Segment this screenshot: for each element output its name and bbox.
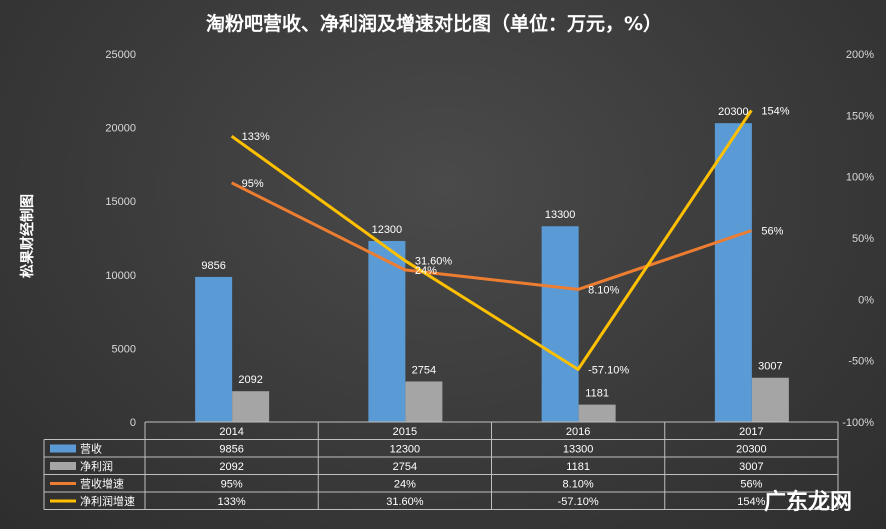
bar-data-label: 20300 xyxy=(718,106,749,118)
series-line xyxy=(230,181,752,291)
y-tick-label: 10000 xyxy=(105,270,136,282)
y-axis-label: 松果财经制图 xyxy=(19,194,36,278)
legend-label: 营收 xyxy=(80,442,102,456)
y2-tick-label: 50% xyxy=(852,233,874,245)
bar xyxy=(405,381,443,422)
legend-label: 净利润 xyxy=(80,459,113,473)
y2-tick-label: -50% xyxy=(848,356,874,368)
bar-data-label: 3007 xyxy=(758,361,782,373)
series-line xyxy=(230,109,753,371)
y-tick-label: 15000 xyxy=(105,196,136,208)
table-cell: 1181 xyxy=(566,461,590,473)
bar-data-label: 12300 xyxy=(372,224,403,236)
table-cell: 3007 xyxy=(739,461,763,473)
table-cell: -57.10% xyxy=(558,496,599,508)
y-tick-label: 0 xyxy=(130,417,136,429)
table-cell: 13300 xyxy=(563,444,594,456)
bar xyxy=(541,226,579,422)
bar xyxy=(195,276,233,422)
table-cell: 8.10% xyxy=(563,479,594,491)
chart-title: 淘粉吧营收、净利润及增速对比图（单位：万元，%） xyxy=(206,12,662,35)
legend-label: 营收增速 xyxy=(80,477,124,491)
table-cell: 31.60% xyxy=(386,496,424,508)
bar xyxy=(714,123,752,423)
x-tick-label: 2014 xyxy=(219,426,243,438)
legend-swatch xyxy=(50,444,76,453)
y-tick-label: 20000 xyxy=(105,123,136,135)
watermark-text: 广东龙网 xyxy=(764,489,852,515)
bar xyxy=(368,240,406,422)
y2-tick-label: -100% xyxy=(842,417,874,429)
table-cell: 20300 xyxy=(736,444,767,456)
line-data-label: 8.10% xyxy=(588,284,619,296)
bar-data-label: 9856 xyxy=(201,260,225,272)
x-tick-label: 2016 xyxy=(566,426,590,438)
bar-data-label: 2754 xyxy=(412,364,436,376)
bar-data-label: 1181 xyxy=(585,388,609,400)
legend-label: 净利润增速 xyxy=(80,494,135,508)
bar xyxy=(232,391,270,422)
bar-data-label: 2092 xyxy=(238,374,262,386)
line-data-label: 56% xyxy=(761,226,783,238)
y2-tick-label: 0% xyxy=(858,294,874,306)
y2-tick-label: 150% xyxy=(846,110,874,122)
bar-data-label: 13300 xyxy=(545,209,576,221)
x-tick-label: 2017 xyxy=(739,426,763,438)
legend-swatch xyxy=(50,462,76,470)
table-cell: 133% xyxy=(218,496,246,508)
y2-tick-label: 200% xyxy=(846,49,874,61)
table-cell: 95% xyxy=(221,479,243,491)
line-data-label: 154% xyxy=(761,105,789,117)
y2-tick-label: 100% xyxy=(846,172,874,184)
line-data-label: 31.60% xyxy=(415,256,453,268)
line-data-label: 24% xyxy=(415,265,437,277)
line-data-label: -57.10% xyxy=(588,364,629,376)
table-cell: 24% xyxy=(394,479,416,491)
line-data-label: 95% xyxy=(242,178,264,190)
table-cell: 2754 xyxy=(393,461,417,473)
table-cell: 9856 xyxy=(219,444,243,456)
x-tick-label: 2015 xyxy=(393,426,417,438)
bar xyxy=(578,404,616,422)
table-cell: 56% xyxy=(740,479,762,491)
y-tick-label: 25000 xyxy=(105,49,136,61)
table-cell: 2092 xyxy=(219,461,243,473)
line-data-label: 133% xyxy=(242,131,270,143)
table-cell: 12300 xyxy=(390,444,421,456)
table-cell: 154% xyxy=(737,496,765,508)
y-tick-label: 5000 xyxy=(112,343,136,355)
bar xyxy=(751,377,789,422)
